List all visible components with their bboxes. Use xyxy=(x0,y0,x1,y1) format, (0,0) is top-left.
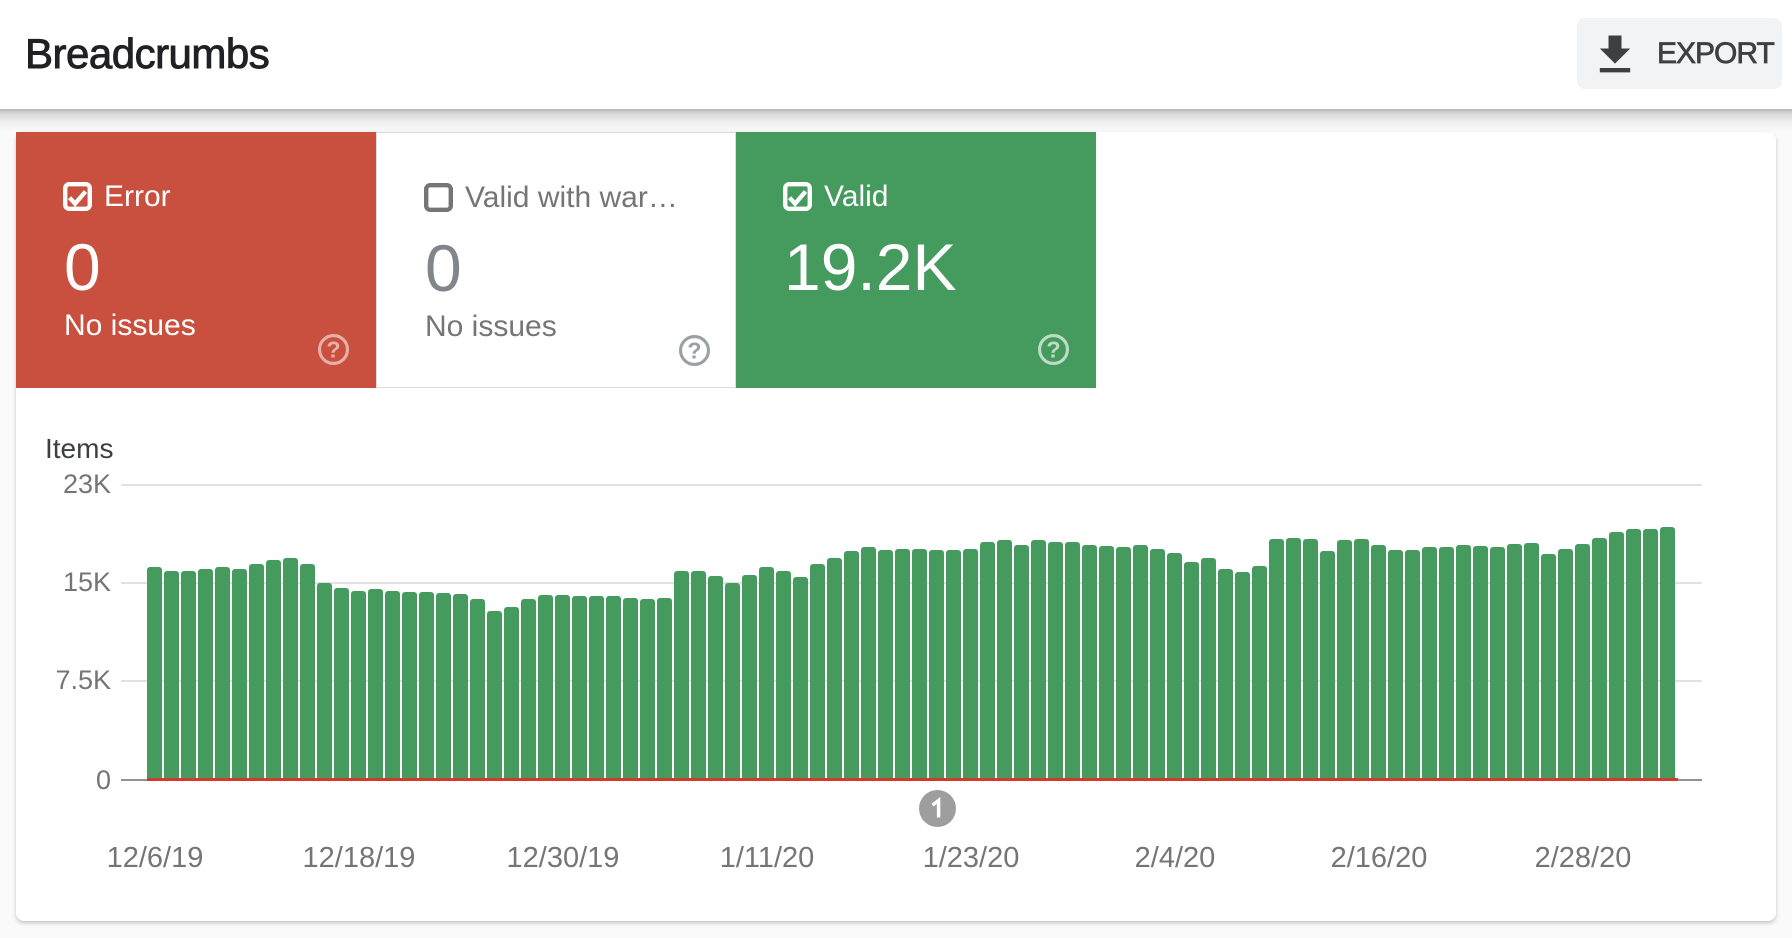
svg-text:?: ? xyxy=(1046,337,1060,363)
svg-text:?: ? xyxy=(326,337,340,363)
svg-text:?: ? xyxy=(687,338,701,364)
